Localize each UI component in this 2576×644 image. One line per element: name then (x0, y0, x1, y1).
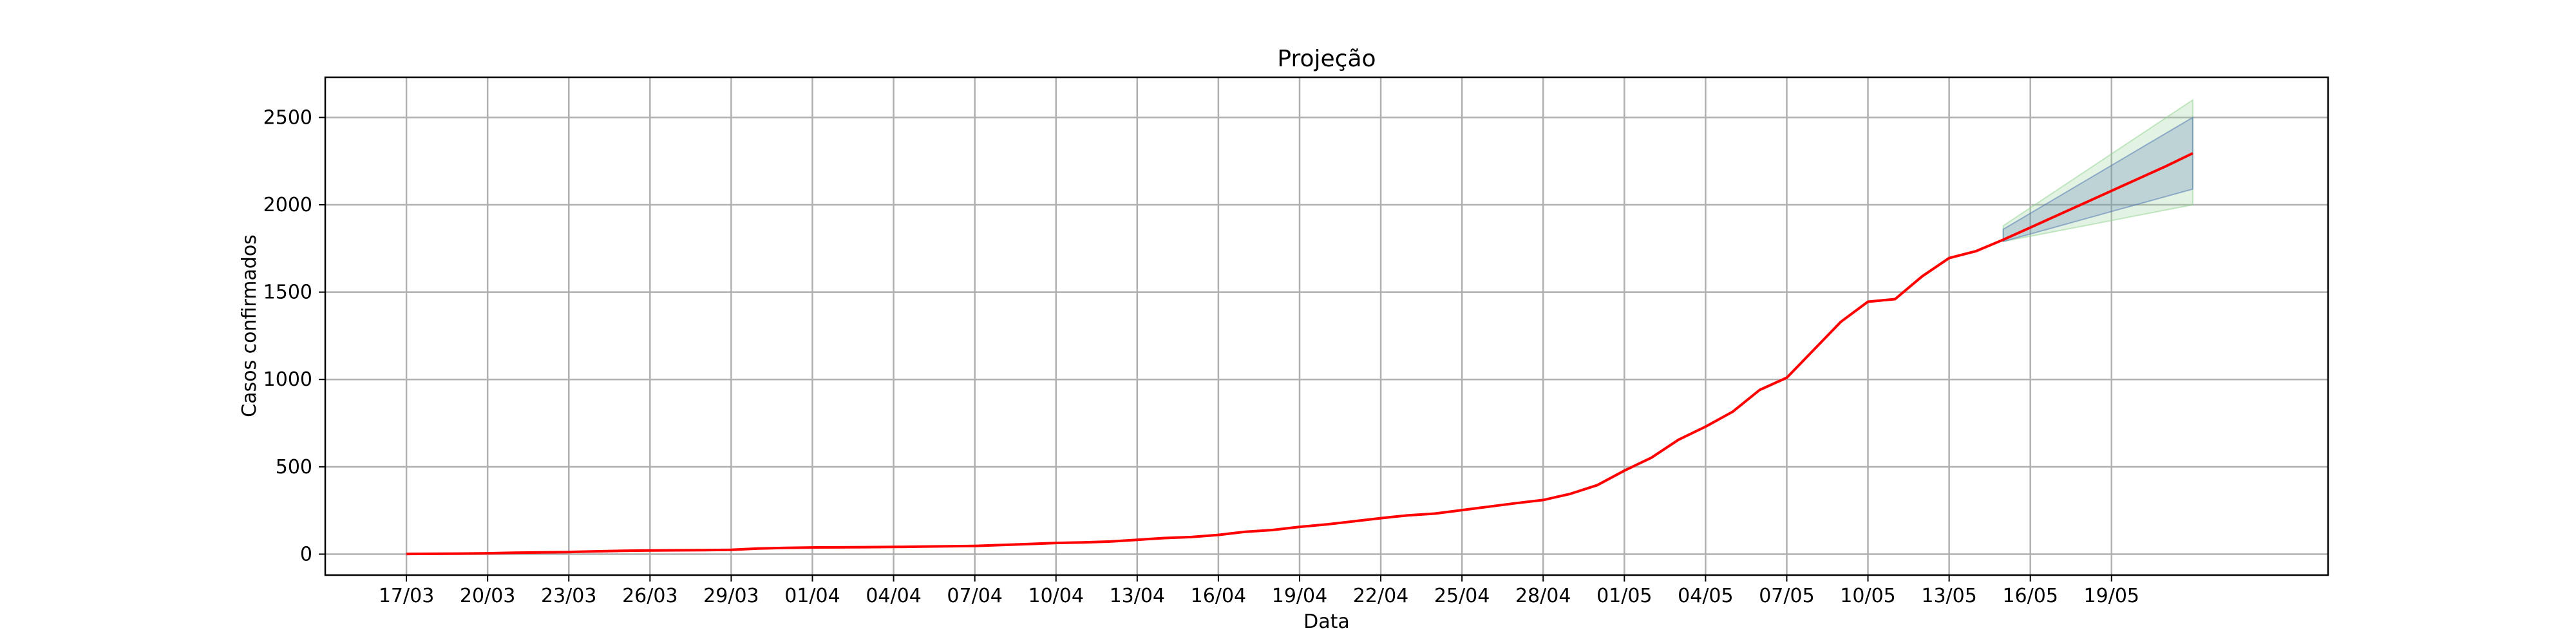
x-tick-label: 10/05 (1840, 585, 1895, 607)
x-tick-label: 16/04 (1191, 585, 1246, 607)
x-tick-label: 10/04 (1028, 585, 1083, 607)
x-tick-label: 22/04 (1353, 585, 1408, 607)
x-tick-label: 28/04 (1515, 585, 1571, 607)
series-lines (406, 152, 2193, 556)
y-tick-label: 2500 (263, 106, 312, 129)
x-tick-label: 19/05 (2084, 585, 2139, 607)
confidence-bands (2002, 99, 2193, 243)
plot-frame (324, 76, 2329, 576)
x-tick-label: 01/05 (1596, 585, 1652, 607)
chart-title: Projeção (1277, 46, 1376, 72)
x-tick-label: 19/04 (1272, 585, 1327, 607)
blue-confidence-band (2002, 116, 2193, 243)
x-tick-label: 25/04 (1434, 585, 1490, 607)
y-axis-ticks: 0 500 1000 1500 2000 2500 (263, 106, 325, 565)
x-tick-label: 04/04 (866, 585, 921, 607)
x-tick-label: 16/05 (2002, 585, 2058, 607)
projection-line (2002, 152, 2193, 242)
y-tick-label: 1500 (263, 281, 312, 304)
x-tick-label: 23/03 (541, 585, 596, 607)
x-tick-label: 07/05 (1759, 585, 1814, 607)
x-tick-label: 20/03 (460, 585, 515, 607)
x-tick-label: 01/04 (784, 585, 840, 607)
x-tick-label: 13/05 (1921, 585, 1976, 607)
x-axis-ticks: 17/03 20/03 23/03 26/03 29/03 01/04 04/04 07/04… (379, 575, 2139, 607)
x-tick-label: 04/05 (1678, 585, 1733, 607)
x-tick-label: 26/03 (622, 585, 677, 607)
y-tick-label: 500 (276, 456, 312, 478)
x-tick-label: 13/04 (1110, 585, 1165, 607)
x-axis-label: Data (1303, 611, 1350, 633)
y-tick-label: 1000 (263, 368, 312, 391)
grid (325, 77, 2328, 575)
y-axis-label: Casos confirmados (238, 234, 261, 417)
y-tick-label: 2000 (263, 194, 312, 216)
confirmed-cases-line (406, 238, 2004, 556)
x-tick-label: 17/03 (379, 585, 434, 607)
y-tick-label: 0 (300, 543, 312, 565)
x-tick-label: 07/04 (947, 585, 1002, 607)
x-tick-label: 29/03 (703, 585, 759, 607)
